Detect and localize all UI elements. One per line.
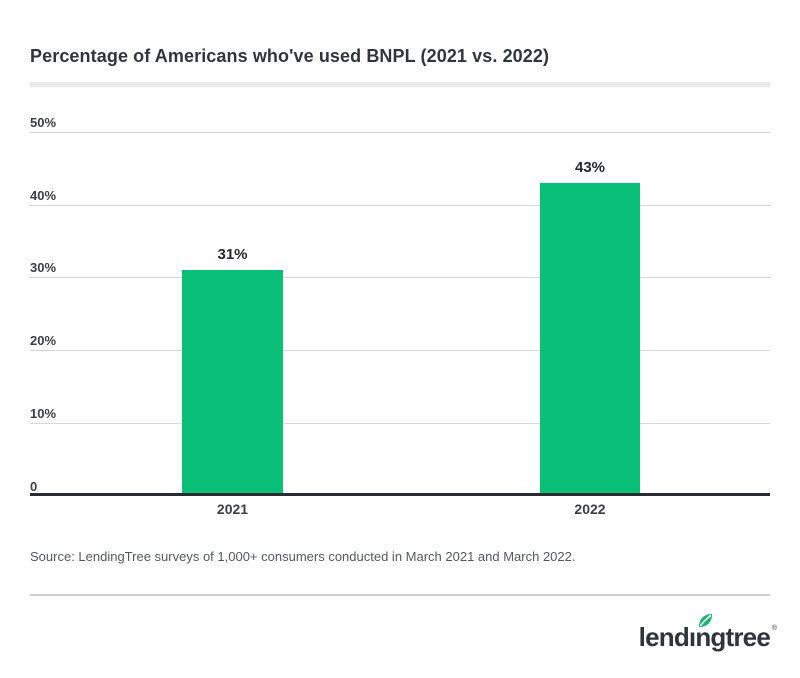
gridline-50	[30, 132, 770, 133]
gridline-20	[30, 350, 770, 351]
leaf-icon	[698, 613, 712, 628]
y-axis-tick-0: 0	[30, 479, 38, 494]
y-axis-tick-50: 50%	[30, 115, 57, 130]
bar-2022	[540, 183, 640, 495]
title-divider	[30, 82, 770, 87]
source-note: Source: LendingTree surveys of 1,000+ co…	[30, 549, 576, 564]
gridline-40	[30, 205, 770, 206]
bar-2021	[182, 270, 283, 495]
lendingtree-logo: lendıngtree ®	[638, 613, 777, 658]
chart-title: Percentage of Americans who've used BNPL…	[30, 46, 550, 66]
bar-value-2022: 43%	[574, 159, 606, 176]
gridline-10	[30, 423, 770, 424]
x-axis-line	[30, 493, 770, 496]
bar-value-2021: 31%	[217, 246, 248, 263]
x-axis-label-2022: 2022	[574, 501, 606, 517]
registered-trademark: ®	[771, 625, 777, 632]
footer-divider	[30, 594, 770, 596]
gridline-30	[30, 277, 770, 278]
y-axis-tick-20: 20%	[30, 333, 57, 348]
y-axis-tick-40: 40%	[30, 188, 57, 203]
y-axis-tick-30: 30%	[30, 260, 57, 275]
y-axis-tick-10: 10%	[30, 406, 57, 421]
lendingtree-wordmark: lendıngtree	[638, 622, 771, 652]
x-axis-label-2021: 2021	[216, 501, 249, 517]
